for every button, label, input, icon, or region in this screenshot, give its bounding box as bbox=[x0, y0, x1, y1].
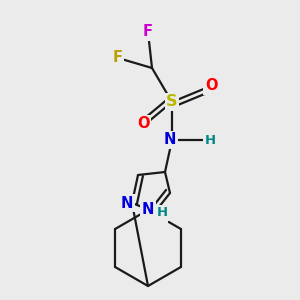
Text: F: F bbox=[143, 25, 153, 40]
Text: O: O bbox=[137, 116, 149, 131]
Text: F: F bbox=[113, 50, 123, 65]
Text: N: N bbox=[164, 133, 176, 148]
Text: N: N bbox=[121, 196, 133, 211]
Text: O: O bbox=[205, 79, 217, 94]
Text: H: H bbox=[204, 134, 216, 146]
Text: H: H bbox=[156, 206, 168, 220]
Text: N: N bbox=[142, 202, 154, 217]
Text: N: N bbox=[154, 208, 166, 223]
Text: S: S bbox=[166, 94, 178, 110]
